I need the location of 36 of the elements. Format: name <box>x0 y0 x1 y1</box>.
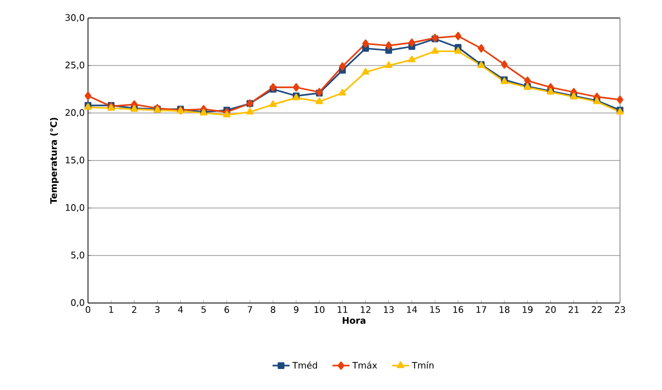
x-tick-label: 22 <box>592 306 602 313</box>
x-tick-label: 4 <box>178 306 183 313</box>
legend-label: Tmáx <box>352 361 378 369</box>
x-tick-label: 16 <box>453 306 464 313</box>
x-tick-label: 9 <box>294 306 298 313</box>
x-tick-label: 0 <box>86 306 90 313</box>
x-tick-label: 15 <box>430 306 440 313</box>
x-tick-label: 3 <box>155 306 160 313</box>
x-tick-label: 17 <box>476 306 486 313</box>
x-tick-label: 11 <box>338 306 348 313</box>
x-tick-label: 7 <box>248 306 252 313</box>
legend-label: Tméd <box>292 361 317 369</box>
x-tick-label: 10 <box>314 306 324 313</box>
y-tick-label: 20,0 <box>66 109 84 117</box>
y-tick-label: 5,0 <box>71 252 84 260</box>
x-tick-label: 13 <box>384 306 394 313</box>
x-tick-label: 1 <box>109 306 114 313</box>
y-tick-label: 0,0 <box>71 299 84 307</box>
x-tick-label: 5 <box>201 306 206 313</box>
y-tick-label: 15,0 <box>66 156 84 164</box>
y-tick-label: 10,0 <box>66 204 84 212</box>
x-tick-label: 23 <box>614 306 625 313</box>
x-tick-label: 12 <box>360 306 370 313</box>
y-axis-title: Temperatura (°C) <box>50 118 59 204</box>
x-tick-label: 8 <box>270 306 276 313</box>
legend-label: Tmín <box>412 361 434 369</box>
x-axis-title: Hora <box>342 317 366 324</box>
x-tick-label: 19 <box>522 306 533 313</box>
y-tick-label: 25,0 <box>66 62 84 70</box>
x-tick-label: 2 <box>132 306 136 313</box>
y-tick-label: 30,0 <box>66 14 84 22</box>
x-tick-label: 14 <box>407 306 418 313</box>
x-tick-label: 21 <box>568 306 579 313</box>
x-tick-label: 18 <box>500 306 510 313</box>
x-tick-label: 20 <box>546 306 556 313</box>
x-tick-label: 6 <box>224 306 230 313</box>
